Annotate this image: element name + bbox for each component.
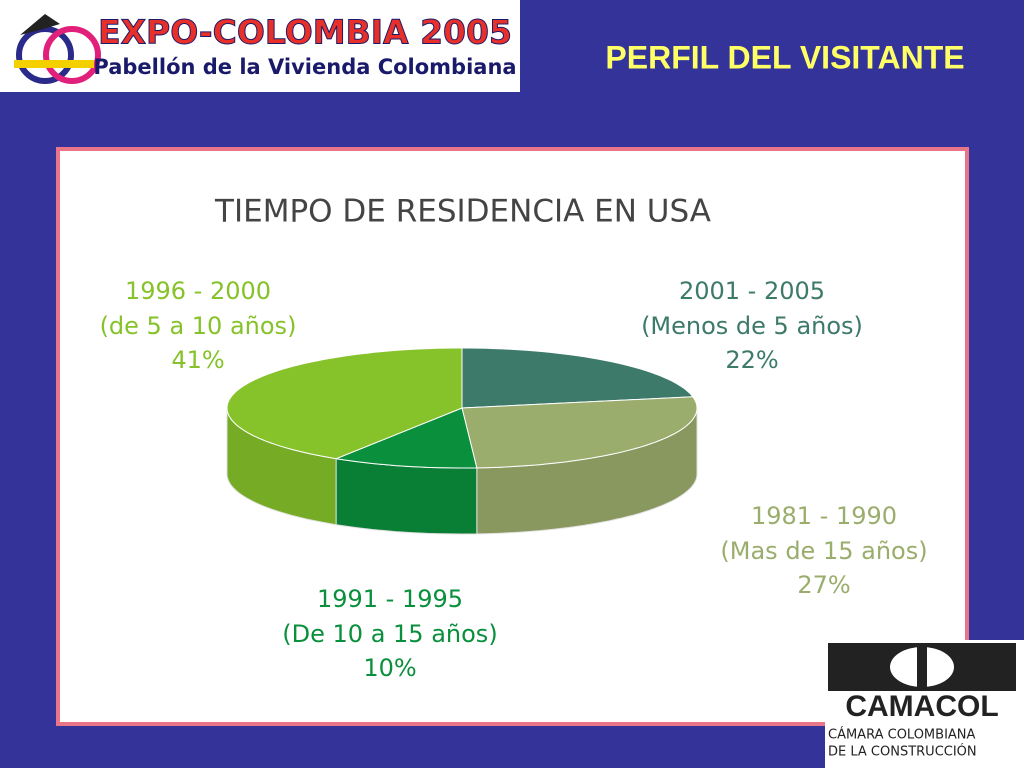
category-label: 1996 - 2000	[125, 277, 271, 305]
category-description: (Menos de 5 años)	[641, 312, 863, 340]
category-label: 2001 - 2005	[679, 277, 825, 305]
slice	[461, 396, 698, 469]
page-title: PERFIL DEL VISITANTE	[605, 39, 964, 75]
slice	[334, 407, 478, 469]
camacol-name: CAMACOL	[845, 690, 998, 723]
value-label: 22%	[725, 346, 778, 374]
category-label: 1981 - 1990	[751, 502, 897, 530]
category-label: 1991 - 1995	[317, 585, 463, 613]
camacol-logo-bar	[917, 645, 927, 689]
chart-title: TIEMPO DE RESIDENCIA EN USA	[214, 194, 711, 230]
category-description: (Mas de 15 años)	[720, 537, 927, 565]
value-label: 10%	[363, 654, 416, 682]
pie	[226, 347, 698, 535]
logo-subtitle: Pabellón de la Vivienda Colombiana	[93, 55, 516, 79]
category-description: (De 10 a 15 años)	[282, 620, 497, 648]
slice	[226, 347, 463, 460]
expo-logo-icon	[14, 14, 101, 84]
value-label: 41%	[171, 346, 224, 374]
camacol-line2: DE LA CONSTRUCCIÓN	[828, 744, 977, 760]
value-label: 27%	[797, 571, 850, 599]
logo-title: EXPO-COLOMBIA 2005	[98, 13, 512, 52]
camacol-line1: CÁMARA COLOMBIANA	[828, 727, 976, 743]
slice-side	[335, 458, 478, 535]
pie-labels: 2001 - 2005 (Menos de 5 años) 22% 1981 - 19…	[100, 277, 928, 682]
slice	[461, 347, 694, 409]
category-description: (de 5 a 10 años)	[100, 312, 297, 340]
